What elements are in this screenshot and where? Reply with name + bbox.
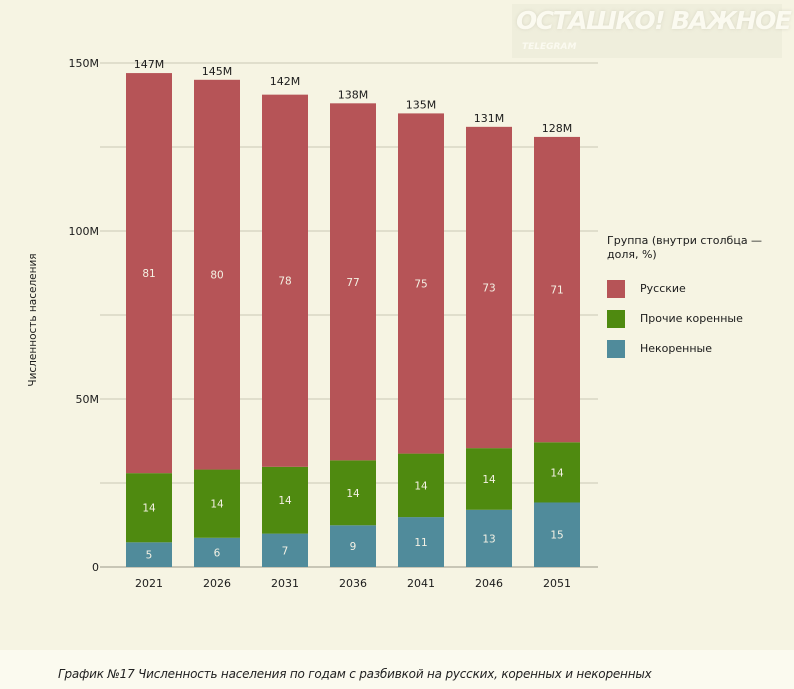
x-tick-label: 2051 <box>543 577 571 590</box>
y-axis-label: Численность населения <box>27 253 39 386</box>
total-label: 147M <box>134 58 165 71</box>
bar-segment <box>330 103 376 461</box>
stacked-bar-chart: 0 50M 100M 150M Численность населения 5 14 81 14… <box>27 57 598 590</box>
segment-label: 14 <box>142 503 156 515</box>
bar-segment <box>194 79 240 470</box>
bar-segment <box>262 466 308 534</box>
legend-swatch <box>607 340 625 358</box>
bar-segment <box>126 473 172 543</box>
watermark-title: ОСТАШКО! ВАЖНОЕ <box>516 6 792 35</box>
bar-segment <box>466 509 512 567</box>
segment-label: 80 <box>210 270 223 282</box>
legend-item-other-indigenous: Прочие коренные <box>607 309 787 329</box>
bar-segment <box>534 136 580 443</box>
total-label: 135M <box>406 98 437 111</box>
segment-label: 75 <box>414 279 427 291</box>
segment-label: 71 <box>550 285 563 297</box>
segment-label: 14 <box>346 488 360 500</box>
bar-segment <box>398 453 444 518</box>
legend-label: Некоренные <box>640 342 712 355</box>
bar-segment <box>466 448 512 510</box>
x-tick-label: 2026 <box>203 577 231 590</box>
segment-label: 15 <box>550 530 563 542</box>
segment-label: 14 <box>482 474 496 486</box>
legend-swatch <box>607 280 625 298</box>
bar-segment <box>126 542 172 567</box>
segment-label: 77 <box>346 277 359 289</box>
legend-item-russians: Русские <box>607 279 787 299</box>
total-label: 145M <box>202 65 233 78</box>
segment-label: 14 <box>278 495 292 507</box>
legend-label: Прочие коренные <box>640 312 743 325</box>
segment-label: 81 <box>142 268 155 280</box>
y-tick-label: 0 <box>92 561 99 574</box>
bar-segment <box>262 94 308 467</box>
bar-segment <box>262 533 308 567</box>
segment-label: 73 <box>482 282 495 294</box>
x-tick-label: 2036 <box>339 577 367 590</box>
segment-label: 11 <box>414 537 427 549</box>
total-label: 131M <box>474 112 505 125</box>
segment-label: 14 <box>414 480 428 492</box>
y-tick-label: 100M <box>69 225 100 238</box>
watermark-background <box>512 4 782 58</box>
legend-swatch <box>607 310 625 328</box>
segment-label: 78 <box>278 276 291 288</box>
legend-item-non-indigenous: Некоренные <box>607 339 787 359</box>
bar-segment <box>126 73 172 474</box>
legend-label: Русские <box>640 282 686 295</box>
bar-segment <box>466 126 512 449</box>
watermark-subtitle: TELEGRAM <box>522 42 577 52</box>
bar-segment <box>194 469 240 538</box>
bar-segment <box>534 442 580 503</box>
segment-label: 7 <box>282 545 289 557</box>
segment-label: 6 <box>214 547 221 559</box>
segment-label: 9 <box>350 541 357 553</box>
legend-title: Группа (внутри столбца — доля, %) <box>607 234 763 261</box>
x-tick-label: 2046 <box>475 577 503 590</box>
segment-label: 14 <box>210 499 224 511</box>
x-tick-label: 2021 <box>135 577 163 590</box>
bar-segment <box>534 502 580 567</box>
bar-segment <box>398 113 444 454</box>
caption-band <box>0 650 794 689</box>
bar-segment <box>330 525 376 567</box>
total-label: 142M <box>270 75 301 88</box>
bar-segment <box>194 537 240 567</box>
segment-label: 5 <box>146 550 153 562</box>
bar-segment <box>330 460 376 526</box>
x-tick-label: 2041 <box>407 577 435 590</box>
total-label: 128M <box>542 122 573 135</box>
x-tick-label: 2031 <box>271 577 299 590</box>
bar-segment <box>398 517 444 567</box>
total-label: 138M <box>338 88 369 101</box>
legend: Группа (внутри столбца — доля, %) Русски… <box>607 234 787 369</box>
segment-label: 14 <box>550 467 564 479</box>
segment-label: 13 <box>482 533 495 545</box>
y-tick-label: 50M <box>76 393 100 406</box>
chart-caption: График №17 Численность населения по года… <box>58 667 652 681</box>
y-tick-label: 150M <box>69 57 100 70</box>
